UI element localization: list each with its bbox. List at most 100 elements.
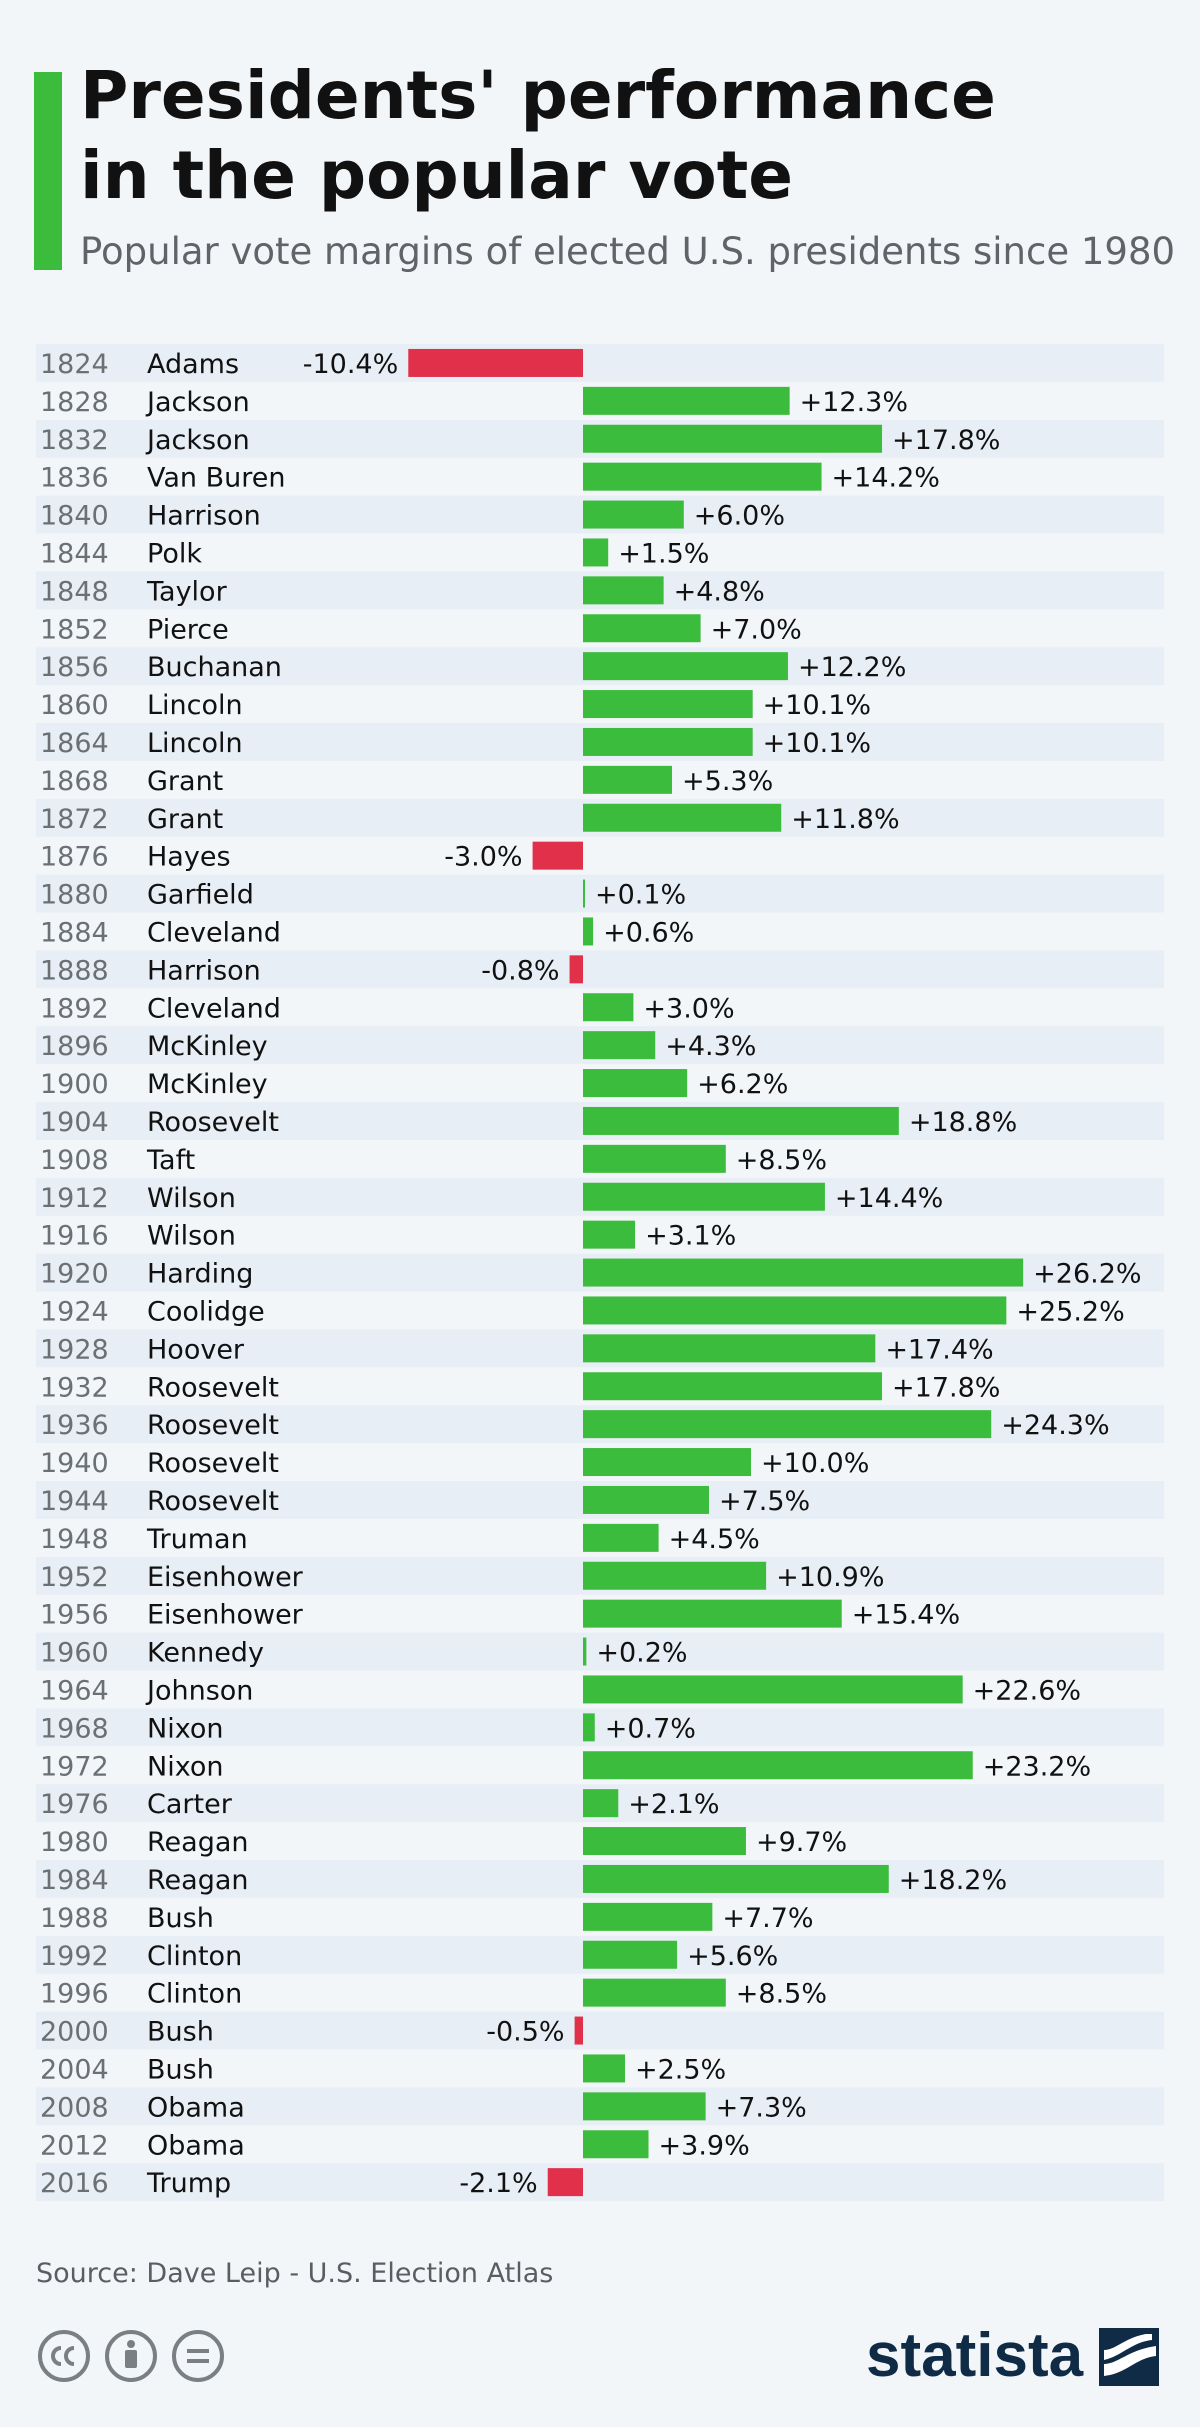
data-label: +12.2% (798, 652, 906, 683)
data-label: +18.8% (909, 1107, 1017, 1138)
data-label: +22.6% (973, 1675, 1081, 1706)
data-label: -0.5% (486, 2017, 564, 2048)
data-label: +6.2% (697, 1069, 788, 1100)
year-label: 1964 (40, 1675, 109, 1706)
no-derivatives-icon[interactable] (172, 2330, 224, 2382)
president-label: Jackson (145, 425, 250, 456)
data-label: +10.1% (763, 690, 871, 721)
president-label: Cleveland (147, 993, 281, 1024)
president-label: Harrison (147, 501, 261, 532)
row-stripe (36, 874, 1164, 913)
data-label: +17.8% (892, 1372, 1000, 1403)
year-label: 1904 (40, 1107, 109, 1138)
president-label: Pierce (147, 614, 229, 645)
year-label: 1940 (40, 1448, 109, 1479)
data-label: +10.1% (763, 728, 871, 759)
data-label: +17.4% (885, 1334, 993, 1365)
year-label: 1848 (40, 576, 109, 607)
president-label: Carter (147, 1789, 233, 1820)
president-label: Roosevelt (147, 1410, 279, 1441)
attribution-icon[interactable] (105, 2330, 157, 2382)
president-label: Trump (146, 2168, 231, 2199)
data-label: +15.4% (852, 1600, 960, 1631)
bar (583, 386, 790, 415)
year-label: 1944 (40, 1486, 109, 1517)
bar (583, 1372, 883, 1401)
row-stripe (36, 2163, 1164, 2202)
row-stripe (36, 1632, 1164, 1671)
title-accent-bar (34, 72, 62, 270)
data-label: +4.3% (665, 1031, 756, 1062)
data-label: +3.1% (645, 1221, 736, 1252)
data-label: +5.3% (682, 766, 773, 797)
president-label: Reagan (147, 1865, 249, 1896)
year-label: 1860 (40, 690, 109, 721)
year-label: 1924 (40, 1296, 109, 1327)
data-label: +25.2% (1016, 1296, 1124, 1327)
president-label: Clinton (147, 1979, 242, 2010)
year-label: 1976 (40, 1789, 109, 1820)
year-label: 1948 (40, 1524, 109, 1555)
president-label: Hayes (147, 842, 231, 873)
president-label: Clinton (147, 1941, 242, 1972)
bar (583, 1789, 619, 1818)
row-stripe (36, 344, 1164, 382)
president-label: Lincoln (147, 690, 243, 721)
president-label: Nixon (147, 1713, 223, 1744)
president-label: Grant (147, 766, 223, 797)
source-note: Source: Dave Leip - U.S. Election Atlas (36, 2258, 554, 2289)
data-label: +7.5% (719, 1486, 810, 1517)
president-label: Coolidge (147, 1296, 265, 1327)
year-label: 1932 (40, 1372, 109, 1403)
year-label: 1980 (40, 1827, 109, 1858)
statista-logo[interactable]: statista (866, 2320, 1166, 2394)
president-label: Roosevelt (147, 1107, 279, 1138)
data-label: +5.6% (687, 1941, 778, 1972)
bar (583, 652, 788, 681)
bar (583, 1296, 1007, 1325)
bar-chart: 1824 Adams -10.4% 1828 Jackson +12.3% 1832 Jack… (36, 344, 1164, 2202)
bar (583, 1902, 713, 1931)
bar (583, 1675, 963, 1704)
bar (583, 424, 883, 453)
data-label: +14.2% (832, 463, 940, 494)
year-label: 1916 (40, 1221, 109, 1252)
year-label: 1880 (40, 880, 109, 911)
creative-commons-icon[interactable] (38, 2330, 90, 2382)
data-label: +24.3% (1001, 1410, 1109, 1441)
president-label: Van Buren (147, 463, 285, 494)
year-label: 1824 (40, 349, 109, 380)
data-label: +3.0% (643, 993, 734, 1024)
bar (583, 1978, 726, 2007)
president-label: Polk (147, 538, 202, 569)
president-label: Obama (147, 2092, 245, 2123)
bar (583, 803, 782, 832)
year-label: 1840 (40, 501, 109, 532)
president-label: Taft (146, 1145, 195, 1176)
bar (583, 1106, 899, 1135)
data-label: +7.7% (722, 1903, 813, 1934)
year-label: 2000 (40, 2017, 109, 2048)
year-label: 1836 (40, 463, 109, 494)
bar (583, 1485, 709, 1514)
bar (583, 538, 609, 567)
president-label: Nixon (147, 1751, 223, 1782)
year-label: 1864 (40, 728, 109, 759)
year-label: 1856 (40, 652, 109, 683)
bar (583, 1182, 825, 1211)
data-label: +7.3% (716, 2092, 807, 2123)
data-label: +14.4% (835, 1183, 943, 1214)
bar (583, 1561, 767, 1590)
data-label: +2.1% (628, 1789, 719, 1820)
bar (583, 576, 664, 605)
bar (583, 879, 585, 908)
year-label: 1972 (40, 1751, 109, 1782)
bar (583, 1258, 1024, 1287)
president-label: McKinley (147, 1031, 268, 1062)
bar (574, 2016, 583, 2045)
bar (583, 1334, 876, 1363)
data-label: -0.8% (481, 955, 559, 986)
data-label: +2.5% (635, 2054, 726, 2085)
president-label: Harding (147, 1259, 253, 1290)
president-label: Roosevelt (147, 1486, 279, 1517)
